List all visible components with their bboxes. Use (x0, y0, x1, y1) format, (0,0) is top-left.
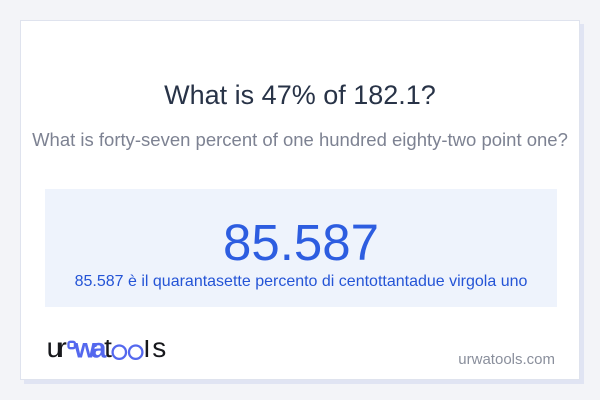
svg-text:l: l (144, 340, 150, 363)
svg-text:r: r (58, 340, 67, 363)
svg-text:s: s (152, 340, 166, 363)
svg-text:t: t (104, 340, 112, 363)
